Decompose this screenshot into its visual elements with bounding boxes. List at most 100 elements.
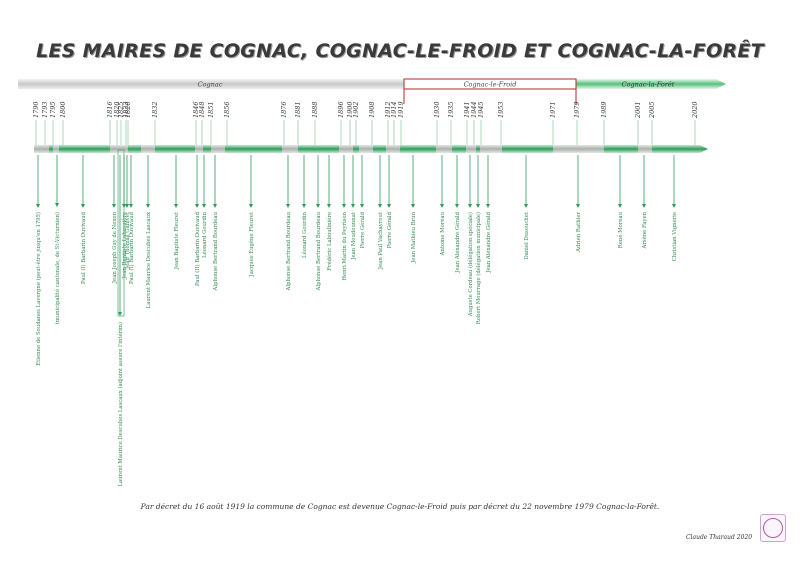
year-label: 1979	[573, 101, 581, 118]
year-label: 1816	[106, 101, 114, 118]
mayor-arrowhead	[342, 204, 346, 208]
mayor-name: Laurent Maurice Descubes Lascaux (adjoin…	[117, 322, 124, 487]
mayor-arrowhead	[36, 204, 40, 208]
year-label: 1900	[346, 101, 354, 118]
axis-segment	[195, 145, 203, 153]
mayor-name: René Moreau	[617, 211, 624, 248]
mayor-name: Jean Paul Vachayrout	[378, 211, 384, 270]
year-label: 1945	[477, 101, 485, 118]
mayor-arrowhead	[672, 204, 676, 208]
year-label: 1888	[311, 101, 319, 118]
year-label: 1876	[280, 101, 288, 118]
mayor-arrowhead	[302, 204, 306, 208]
mayor-arrowhead	[249, 204, 253, 208]
year-label: 1820	[113, 101, 121, 118]
mayor-name: Alphonse Bertrand Bourdeau	[286, 211, 292, 291]
axis-segment	[553, 145, 604, 153]
mayor-arrowhead	[411, 204, 415, 208]
period-label-cognac-le-froid: Cognac-le-Froid	[464, 81, 517, 89]
axis-segment	[480, 145, 502, 153]
year-label: 1989	[600, 101, 608, 118]
mayor-name: Léonard Gourdin	[301, 211, 308, 257]
axis-segment	[282, 145, 298, 153]
mayor-arrowhead	[387, 204, 391, 208]
mayor-name: Pierre Gérald	[359, 211, 366, 248]
year-label: 2001	[634, 101, 642, 119]
year-label: 1790	[32, 101, 40, 118]
year-label: 1935	[447, 101, 455, 118]
year-label: 1846	[192, 101, 200, 118]
year-label: 1941	[463, 101, 471, 118]
mayor-name: Jean Alexandre Gérald	[485, 211, 492, 273]
year-label: 1902	[352, 101, 360, 118]
mayor-arrowhead	[455, 204, 459, 208]
year-label: 1795	[49, 101, 57, 118]
mayor-arrowhead	[55, 203, 59, 207]
mayor-arrowhead	[286, 204, 290, 208]
year-label: 1823	[122, 101, 130, 118]
seal-stamp	[760, 514, 786, 542]
year-label: 2020	[691, 101, 699, 119]
year-label: 1881	[294, 101, 302, 118]
year-label: 1793	[41, 101, 49, 118]
year-label: 1919	[397, 101, 405, 118]
axis-segment	[638, 145, 652, 153]
axis-segment	[466, 145, 476, 153]
mayor-name: Adrien Rathier	[576, 212, 582, 253]
year-label: 1944	[470, 101, 478, 118]
year-label: 1800	[59, 101, 67, 118]
period-label-cognac-la-foret: Cognac-la-Forêt	[622, 81, 675, 89]
mayor-arrowhead	[468, 204, 472, 208]
year-label: 1953	[497, 101, 505, 118]
mayor-name: Robert Mourrage (délégation municipale)	[475, 212, 482, 324]
mayor-arrowhead	[146, 204, 150, 208]
mayor-name: Jean Moudounnat	[351, 211, 357, 261]
mayor-arrowhead	[486, 204, 490, 208]
year-label: 1832	[151, 101, 159, 118]
mayor-arrowhead	[360, 204, 364, 208]
mayor-name: Etienne de Soudanes Lavergne (peut-être …	[35, 212, 42, 366]
mayor-arrowhead	[476, 204, 480, 208]
mayor-name: Jean Thomas Ganivet	[125, 211, 131, 270]
mayor-name: Paul (II) Barbarin Duvivaud	[194, 211, 201, 286]
mayor-arrowhead	[213, 204, 217, 208]
cognac-le-froid-period-band	[403, 78, 577, 90]
mayor-name: Arsène Fayen	[641, 211, 648, 249]
mayor-name: Jean Alexandre Gérald	[454, 211, 461, 273]
mayor-arrowhead	[112, 204, 116, 208]
mayor-name: Alphonse Bertrand Bourdeau	[316, 211, 322, 291]
mayor-name: Antoine Moreau	[440, 211, 446, 256]
year-label: 1914	[390, 101, 398, 118]
year-label: 1826	[124, 101, 132, 118]
cognac-period-band	[18, 79, 404, 89]
mayor-arrowhead	[118, 312, 122, 316]
axis-segment	[436, 145, 452, 153]
mayor-arrowhead	[618, 204, 622, 208]
axis-segment	[110, 145, 128, 153]
author-credit: Claude Tharaud 2020	[686, 534, 753, 541]
mayor-name: Paul (I) Barbarin Duvivaud	[128, 211, 135, 284]
year-label: 1848	[198, 101, 206, 118]
mayor-name: Christian Vignerie	[672, 212, 678, 261]
mayor-name: Jacques Eugène Fleuret	[248, 211, 255, 277]
mayor-name: Frédéric Labouliniére	[326, 212, 333, 271]
mayor-name: Jean Joseph Guy de Nexon	[112, 211, 118, 284]
mayor-arrowhead	[129, 204, 133, 208]
mayor-arrowhead	[378, 204, 382, 208]
axis-segment	[339, 145, 353, 153]
axis-segment	[141, 145, 155, 153]
year-label: 2005	[648, 101, 656, 119]
mayor-name: Léonard Gourdin	[201, 211, 208, 257]
interim-bracket	[117, 149, 125, 317]
year-label: 1896	[337, 101, 345, 118]
page-title: LES MAIRES DE COGNAC, COGNAC-LE-FROID ET…	[36, 40, 764, 62]
year-label: 1912	[384, 101, 392, 118]
year-label: 1851	[207, 101, 215, 118]
mayor-arrowhead	[316, 204, 320, 208]
axis-segment	[386, 145, 400, 153]
mayor-arrowhead	[642, 204, 646, 208]
mayor-arrowhead	[195, 204, 199, 208]
mayor-name: Jean Baptiste Fleuret	[174, 211, 180, 270]
mayor-name: Jean Baptiste Labussière	[121, 212, 128, 280]
